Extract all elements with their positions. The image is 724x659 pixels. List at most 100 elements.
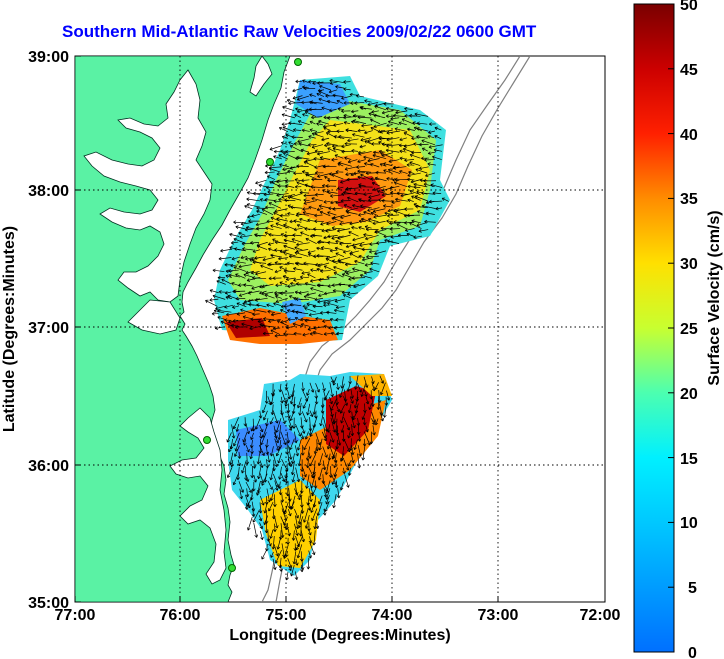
velocity-arrow <box>346 210 358 215</box>
velocity-arrow <box>334 154 344 159</box>
velocity-arrow <box>321 228 331 233</box>
velocity-arrow <box>302 211 316 216</box>
velocity-arrow <box>385 148 400 153</box>
velocity-arrow <box>296 397 302 409</box>
velocity-arrow <box>340 425 345 433</box>
velocity-arrow <box>228 444 233 453</box>
velocity-arrow <box>279 564 283 572</box>
velocity-arrow <box>302 79 309 83</box>
velocity-arrow <box>371 109 379 114</box>
velocity-arrow <box>410 179 422 184</box>
velocity-arrow <box>257 466 262 480</box>
velocity-arrow <box>301 178 310 183</box>
velocity-arrow <box>368 198 379 203</box>
velocity-arrow <box>264 390 269 404</box>
velocity-arrow <box>235 423 240 432</box>
velocity-arrow <box>393 166 407 170</box>
velocity-arrow <box>269 529 274 539</box>
velocity-arrow <box>302 396 310 409</box>
velocity-arrow <box>386 137 400 142</box>
velocity-arrow <box>379 382 386 396</box>
velocity-arrow <box>318 204 331 209</box>
velocity-arrow <box>289 411 295 422</box>
velocity-arrow <box>413 182 428 188</box>
velocity-arrow <box>385 106 400 112</box>
velocity-arrow <box>336 115 345 120</box>
velocity-arrow <box>233 445 240 457</box>
velocity-arrow <box>241 460 247 474</box>
velocity-arrow <box>333 452 338 463</box>
velocity-arrow <box>303 193 317 198</box>
velocity-arrow <box>314 297 324 302</box>
velocity-arrow <box>231 282 240 287</box>
x-tick-label: 73:00 <box>478 607 519 624</box>
x-tick-label: 72:00 <box>580 607 621 624</box>
velocity-arrow <box>299 275 309 279</box>
velocity-arrow <box>296 95 309 101</box>
velocity-arrow <box>399 170 408 174</box>
velocity-arrow <box>322 508 327 516</box>
velocity-arrow <box>250 240 260 245</box>
velocity-arrow <box>252 191 267 196</box>
velocity-arrow <box>386 219 394 224</box>
velocity-arrow <box>275 295 282 299</box>
velocity-arrow <box>218 256 232 261</box>
velocity-arrow <box>282 152 296 159</box>
velocity-arrow <box>279 249 289 254</box>
colorbar-tick-label: 40 <box>680 127 698 144</box>
velocity-arrow <box>326 439 332 450</box>
velocity-arrow <box>246 495 253 507</box>
velocity-arrow <box>409 113 421 118</box>
velocity-arrow <box>386 143 400 148</box>
velocity-arrow <box>294 431 298 444</box>
velocity-arrow <box>362 418 367 426</box>
velocity-arrow <box>341 95 351 100</box>
velocity-arrow <box>260 264 274 271</box>
velocity-arrow <box>220 248 233 253</box>
velocity-arrow <box>316 246 324 251</box>
velocity-arrow <box>345 270 359 275</box>
velocity-arrow <box>309 410 314 418</box>
velocity-arrow <box>370 162 380 168</box>
velocity-arrow <box>240 308 254 314</box>
velocity-arrow <box>352 236 366 242</box>
velocity-arrow <box>254 256 267 260</box>
velocity-arrow <box>279 163 289 168</box>
velocity-arrow <box>270 329 281 335</box>
velocity-arrow <box>277 452 283 464</box>
velocity-arrow <box>407 172 421 178</box>
velocity-arrow <box>305 237 317 244</box>
velocity-arrow <box>287 317 296 322</box>
velocity-arrow <box>327 234 338 239</box>
velocity-arrow <box>380 152 394 159</box>
velocity-arrow <box>319 411 324 427</box>
velocity-arrow <box>309 424 316 437</box>
velocity-arrow <box>270 224 282 229</box>
velocity-arrow <box>351 225 358 230</box>
velocity-arrow <box>322 382 326 392</box>
velocity-arrows <box>205 78 449 581</box>
velocity-arrow <box>255 271 267 276</box>
colorbar-tick-label: 20 <box>680 386 698 403</box>
velocity-arrow <box>300 564 304 573</box>
velocity-arrow <box>276 172 289 176</box>
velocity-arrow <box>276 193 289 197</box>
velocity-arrow <box>411 136 421 141</box>
velocity-arrow <box>250 317 261 322</box>
velocity-arrow <box>327 211 337 216</box>
velocity-arrow <box>259 198 267 202</box>
velocity-arrow <box>253 522 259 538</box>
pamlico-sound <box>169 407 227 585</box>
velocity-arrow <box>296 544 303 559</box>
velocity-arrow <box>273 544 279 557</box>
velocity-arrow <box>403 213 414 218</box>
velocity-arrow <box>411 219 421 224</box>
velocity-arrow <box>433 148 443 153</box>
velocity-arrow <box>302 207 310 211</box>
velocity-arrow <box>428 130 436 134</box>
velocity-arrow <box>353 283 366 289</box>
velocity-arrow <box>326 190 338 194</box>
velocity-arrow <box>274 550 282 564</box>
velocity-arrow <box>303 86 316 91</box>
velocity-arrow <box>287 445 293 460</box>
